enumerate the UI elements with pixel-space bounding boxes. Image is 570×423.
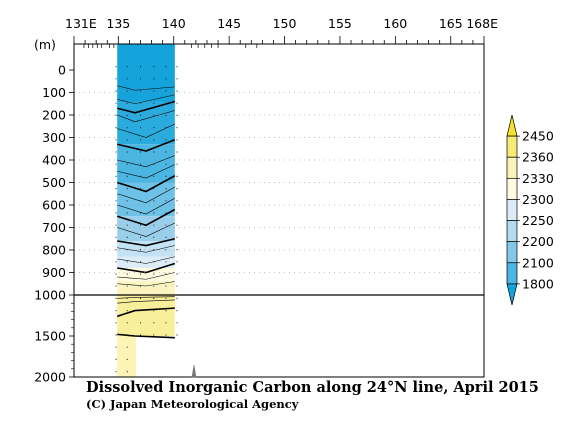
contour-thin-6	[117, 186, 175, 204]
colorbar: 2450 2360 2330 2300 2250 2200 2100 1800	[506, 114, 554, 306]
fill-band-5	[117, 241, 175, 257]
contour-thin-10	[117, 256, 175, 264]
y-tick-label-300: 300	[42, 130, 66, 145]
contour-thin-7	[117, 197, 175, 215]
y-tick-label-800: 800	[42, 243, 66, 258]
y-axis-unit: (m)	[34, 37, 56, 52]
chart-title: Dissolved Inorganic Carbon along 24°N li…	[86, 379, 539, 396]
y-tick-label-900: 900	[42, 265, 66, 280]
fill-band-deep	[117, 336, 137, 377]
colorbar-segment-5	[506, 220, 518, 243]
x-tick-label-0: 131E	[65, 16, 97, 31]
plot-frame	[73, 43, 485, 378]
contour-thin-4	[117, 155, 175, 168]
colorbar-segment-3	[506, 177, 518, 200]
colorbar-label-2450: 2450	[522, 129, 554, 144]
contour-thick-3	[116, 208, 176, 227]
contour-deep-thin-1	[117, 299, 175, 304]
x-tick-label-5: 155	[328, 16, 352, 31]
contour-thin-0	[117, 85, 175, 91]
x-tick-label-1: 135	[106, 16, 130, 31]
colorbar-label-2330: 2330	[522, 171, 554, 186]
fill-band-6	[117, 256, 175, 268]
y-tick-label-1000: 1000	[34, 288, 66, 303]
y-tick-label-2000: 2000	[34, 370, 66, 385]
y-tick-label-100: 100	[42, 85, 66, 100]
contour-thin-3	[117, 123, 175, 138]
y-tick-label-400: 400	[42, 153, 66, 168]
y-tick-label-600: 600	[42, 198, 66, 213]
y-tick-label-500: 500	[42, 175, 66, 190]
x-tick-label-6: 160	[383, 16, 407, 31]
bottom-topography	[191, 364, 197, 378]
contour-thick-2	[116, 175, 176, 193]
fill-band-3	[117, 182, 175, 217]
colorbar-label-2360: 2360	[522, 150, 554, 165]
y-tick-label-1500: 1500	[34, 329, 66, 344]
contour-thin-2	[117, 110, 175, 123]
x-tick-label-8: 168E	[466, 16, 498, 31]
y-tick-label-700: 700	[42, 220, 66, 235]
fill-band-0	[117, 70, 175, 102]
fill-band-1	[117, 101, 175, 145]
colorbar-bottom-arrow	[506, 283, 518, 306]
colorbar-segment-7	[506, 262, 518, 285]
colorbar-label-1800: 1800	[522, 276, 554, 291]
x-tick-labels: 131E 135 140 145 150 155 160 165 168E	[65, 16, 498, 31]
contour-thin-11	[117, 272, 175, 280]
contour-thick-6	[116, 307, 175, 318]
fill-band-9	[117, 295, 175, 336]
y-tick-label-0: 0	[58, 63, 66, 78]
contour-thin-12	[117, 281, 175, 287]
colorbar-label-2200: 2200	[522, 234, 554, 249]
colorbar-label-2100: 2100	[522, 255, 554, 270]
fill-band-surface	[117, 44, 175, 70]
contour-thin-1	[117, 94, 175, 105]
station-markers	[115, 66, 178, 377]
x-tick-label-7: 165	[439, 16, 463, 31]
x-tick-label-2: 140	[162, 16, 186, 31]
section-fill	[117, 44, 175, 377]
contour-thick-0	[117, 100, 176, 114]
x-tick-label-4: 150	[273, 16, 297, 31]
fill-band-8	[117, 281, 175, 295]
contour-thin-5	[117, 164, 175, 179]
colorbar-label-2300: 2300	[522, 192, 554, 207]
contour-thin-8	[117, 222, 175, 237]
colorbar-label-2250: 2250	[522, 213, 554, 228]
contour-deep-thin-0	[117, 296, 175, 299]
colorbar-segment-4	[506, 199, 518, 221]
credit-line: (C) Japan Meteorological Agency	[86, 397, 299, 411]
contour-lines	[116, 85, 176, 339]
y-tick-label-200: 200	[42, 108, 66, 123]
contour-thick-7	[117, 333, 175, 339]
contour-thick-5	[117, 262, 176, 274]
y-tick-labels: 0 100 200 300 400 500 600 700 800 900 1000 1500 2000	[34, 63, 66, 385]
x-tick-label-3: 145	[217, 16, 241, 31]
colorbar-segment-2	[506, 156, 518, 179]
colorbar-segment-1	[506, 135, 518, 158]
contour-thick-1	[117, 139, 176, 152]
axis-ticks	[69, 36, 485, 378]
contour-thick-4	[117, 237, 176, 247]
colorbar-segment-6	[506, 241, 518, 264]
colorbar-top-arrow	[506, 114, 518, 137]
